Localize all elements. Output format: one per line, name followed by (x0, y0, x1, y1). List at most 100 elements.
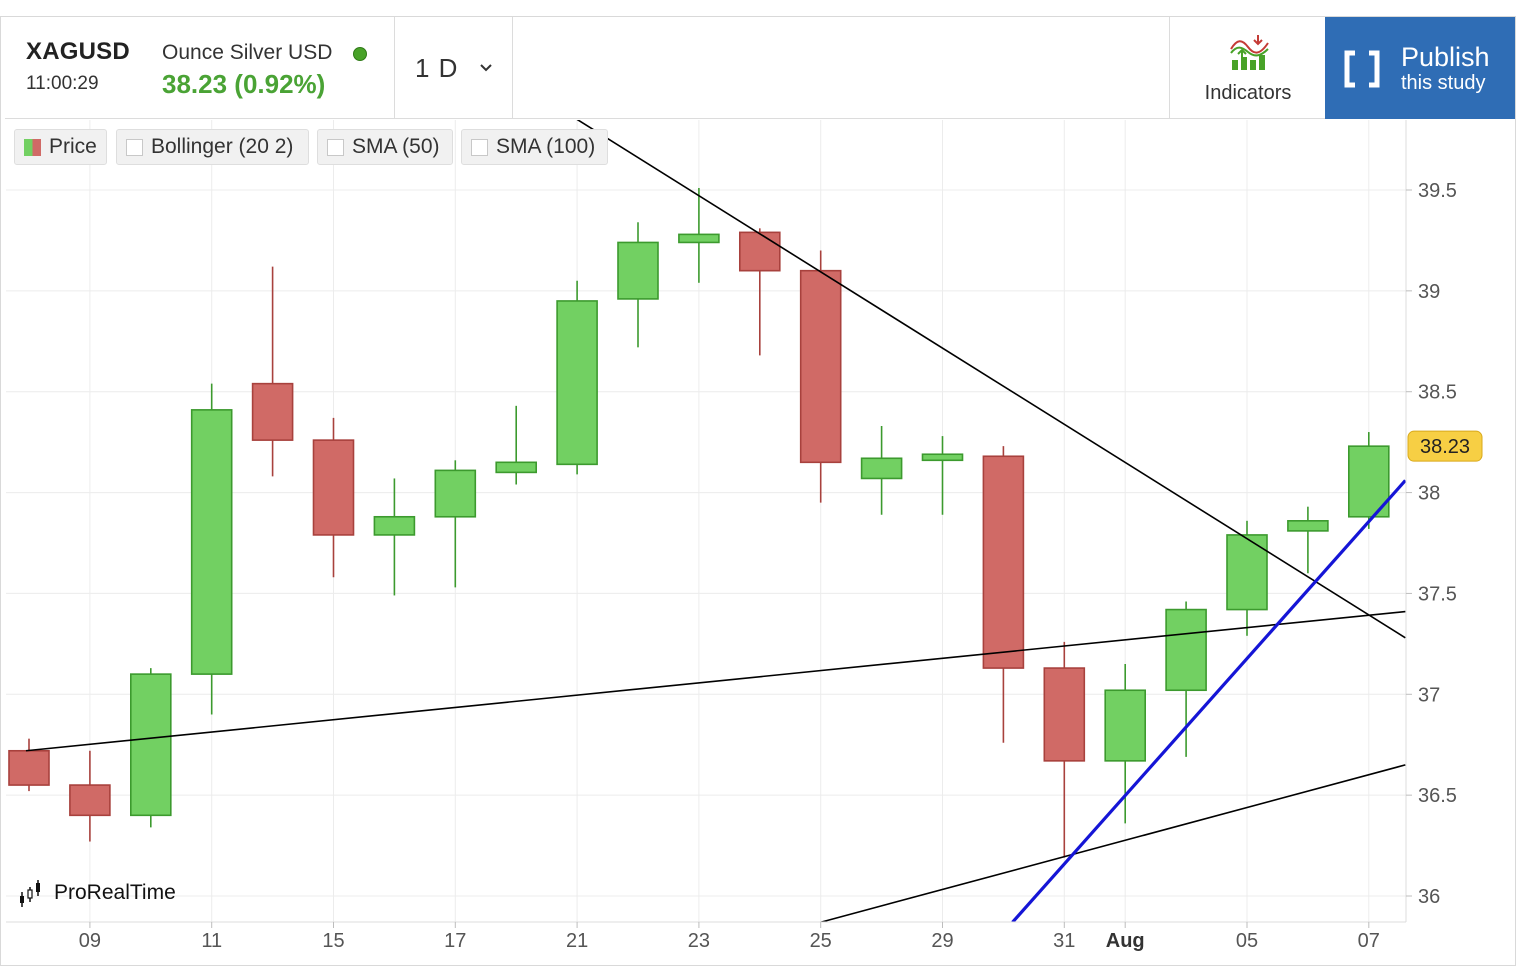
candle-up[interactable] (1348, 432, 1390, 529)
time-tick-label: 07 (1358, 930, 1380, 952)
candle-body (556, 300, 598, 466)
last-price-tag-label: 38.23 (1420, 436, 1470, 458)
last-price-change: 38.23 (0.92%) (162, 69, 326, 99)
time-tick-label: 29 (931, 930, 953, 952)
trendline[interactable] (820, 764, 1406, 922)
candle-up[interactable] (130, 668, 172, 828)
candle-body (982, 455, 1025, 669)
last-price-tag-box (1407, 430, 1483, 462)
candle-up[interactable] (1287, 506, 1329, 574)
candle-down[interactable] (982, 446, 1025, 743)
candle-up[interactable] (860, 426, 903, 515)
candle-up[interactable] (556, 280, 598, 475)
time-tick-label: 31 (1053, 930, 1075, 952)
candle-body (251, 382, 294, 441)
time-axis[interactable]: 09 11 15 17 21 23 25 29 31 Aug 05 07 (79, 922, 1380, 952)
candle-body (1348, 445, 1390, 518)
candle-body (860, 457, 903, 480)
candle-down[interactable] (1043, 641, 1086, 858)
candle-body (799, 269, 842, 464)
timeframe-dropdown[interactable]: 1 D (395, 17, 513, 119)
market-open-dot-icon (353, 47, 367, 61)
last-update-time: 11:00:29 (26, 73, 99, 94)
price-tick-label: 39 (1418, 281, 1440, 303)
checkbox-icon (126, 139, 143, 156)
price-swatch-icon (24, 139, 41, 156)
legend-sma100-toggle[interactable]: SMA (100) (461, 129, 608, 165)
legend-price-label: Price (49, 135, 97, 158)
legend-sma100-label: SMA (100) (496, 135, 596, 158)
indicators-icon (1230, 35, 1269, 70)
candle-body (1104, 689, 1146, 762)
candle-body (8, 749, 50, 786)
time-tick-label: 21 (566, 930, 588, 952)
candle-up[interactable] (373, 478, 416, 596)
candle-up[interactable] (495, 405, 538, 485)
candle-body (190, 409, 233, 675)
time-tick-label: Aug (1106, 930, 1145, 952)
symbol-panel[interactable]: XAGUSD Ounce Silver USD 11:00:29 38.23 (… (5, 17, 395, 119)
legend-bollinger-toggle[interactable]: Bollinger (20 2) (116, 129, 309, 165)
time-tick-label: 25 (810, 930, 832, 952)
candle-body (495, 461, 538, 474)
candle-down[interactable] (8, 738, 50, 792)
indicators-label: Indicators (1204, 82, 1292, 104)
candle-up[interactable] (190, 383, 233, 715)
candle-up[interactable] (921, 436, 964, 515)
symbol-name: Ounce Silver USD (162, 41, 333, 64)
trendlines (25, 119, 1406, 922)
candle-body (921, 453, 964, 462)
candle-down[interactable] (738, 228, 781, 356)
price-tick-label: 36 (1418, 886, 1440, 908)
legend-price-toggle[interactable]: Price (14, 129, 107, 165)
candle-up[interactable] (617, 222, 659, 348)
candle-body (1226, 534, 1268, 611)
trendline-blue[interactable] (1011, 479, 1406, 922)
checkbox-icon (471, 139, 488, 156)
candle-body (678, 233, 720, 244)
candle-down[interactable] (312, 417, 355, 578)
candlestick-logo-icon (20, 880, 40, 907)
price-tick-label: 36.5 (1418, 785, 1457, 807)
candle-down[interactable] (251, 266, 294, 477)
candle-up[interactable] (434, 460, 477, 588)
last-price-tag: 38.23 (1407, 430, 1483, 462)
price-tick-label: 38.5 (1418, 382, 1457, 404)
candle-body (373, 515, 416, 536)
candle-up[interactable] (678, 187, 720, 283)
candle-body (1043, 667, 1086, 762)
legend-sma50-toggle[interactable]: SMA (50) (317, 129, 453, 165)
price-tick-label: 38 (1418, 483, 1440, 505)
publish-study-button[interactable]: Publish this study (1325, 17, 1515, 119)
symbol-ticker: XAGUSD (26, 38, 130, 65)
time-tick-label: 15 (322, 930, 344, 952)
trendline[interactable] (25, 610, 1406, 752)
candle-body (617, 241, 659, 300)
legend-bollinger-label: Bollinger (20 2) (151, 135, 294, 158)
candle-up[interactable] (1165, 601, 1207, 757)
price-tick-label: 37.5 (1418, 583, 1457, 605)
indicators-button[interactable]: Indicators (1169, 17, 1325, 119)
candles (8, 187, 1390, 858)
time-tick-label: 23 (688, 930, 710, 952)
chart-header: XAGUSD Ounce Silver USD 11:00:29 38.23 (… (5, 17, 1515, 119)
candle-down[interactable] (799, 250, 842, 503)
publish-label: Publish (1401, 42, 1490, 72)
price-tick-label: 37 (1418, 684, 1440, 706)
trendline[interactable] (576, 119, 1406, 639)
legend-sma50-label: SMA (50) (352, 135, 440, 158)
publish-bracket-icon (1344, 50, 1380, 88)
time-tick-label: 05 (1236, 930, 1258, 952)
chevron-down-icon (480, 64, 492, 72)
candle-down[interactable] (69, 750, 111, 842)
candle-body (738, 231, 781, 272)
price-axis[interactable]: 39.5 39 38.5 38 37.5 37 36.5 36 (1406, 180, 1457, 908)
candle-up[interactable] (1104, 664, 1146, 824)
time-tick-label: 17 (444, 930, 466, 952)
price-tick-label: 39.5 (1418, 180, 1457, 202)
candle-body (69, 784, 111, 817)
candle-body (434, 469, 477, 518)
publish-sublabel: this study (1401, 72, 1486, 94)
candle-body (130, 673, 172, 817)
